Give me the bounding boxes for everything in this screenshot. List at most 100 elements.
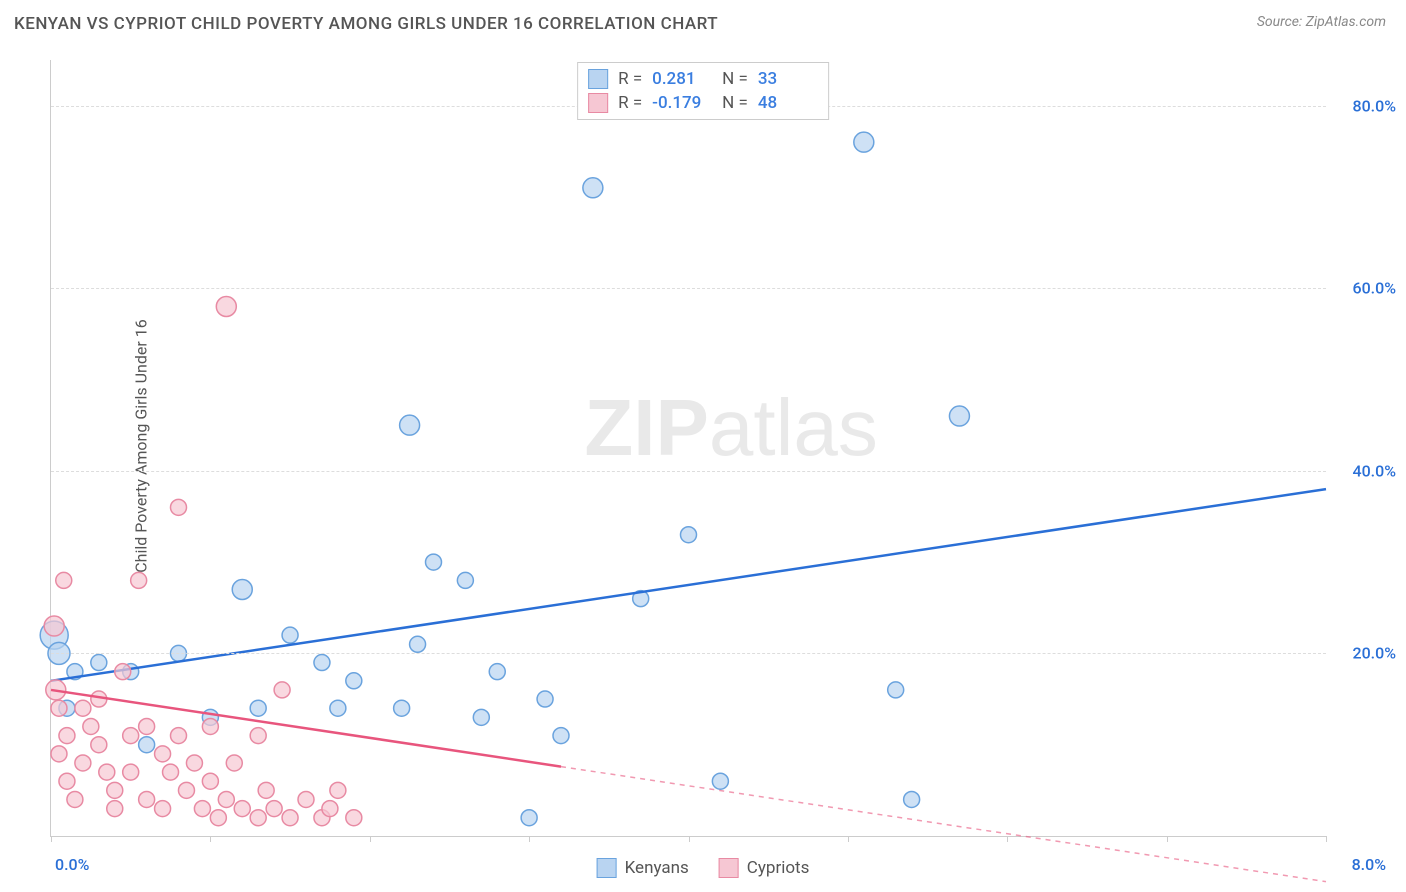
stat-r-label: R =: [618, 93, 642, 113]
stat-n-value: 48: [758, 93, 818, 113]
data-point: [346, 810, 362, 826]
data-point: [330, 782, 346, 798]
correlation-chart: KENYAN VS CYPRIOT CHILD POVERTY AMONG GI…: [0, 0, 1406, 892]
bottom-legend: Kenyans Cypriots: [597, 858, 810, 878]
data-point: [202, 718, 218, 734]
data-point: [258, 782, 274, 798]
data-point: [218, 791, 234, 807]
stat-r-value: 0.281: [652, 69, 712, 89]
x-axis-max-label: 8.0%: [1352, 855, 1386, 874]
data-point: [123, 764, 139, 780]
data-point: [91, 737, 107, 753]
data-point: [266, 801, 282, 817]
data-point: [59, 728, 75, 744]
data-point: [67, 791, 83, 807]
x-axis-min-label: 0.0%: [55, 855, 89, 874]
legend-label: Cypriots: [747, 858, 810, 878]
data-point: [298, 791, 314, 807]
data-point: [216, 296, 236, 316]
data-point: [553, 728, 569, 744]
data-point: [226, 755, 242, 771]
data-point: [489, 664, 505, 680]
stats-legend: R = 0.281 N = 33 R = -0.179 N = 48: [577, 62, 829, 120]
data-point: [314, 655, 330, 671]
data-point: [44, 616, 64, 636]
data-point: [949, 406, 969, 426]
data-point: [322, 801, 338, 817]
data-point: [232, 580, 252, 600]
stats-row: R = -0.179 N = 48: [588, 91, 818, 115]
data-point: [171, 728, 187, 744]
data-point: [75, 700, 91, 716]
data-point: [457, 572, 473, 588]
data-point: [282, 627, 298, 643]
data-point: [583, 178, 603, 198]
data-point: [107, 782, 123, 798]
source-attribution: Source: ZipAtlas.com: [1257, 14, 1386, 30]
data-point: [473, 709, 489, 725]
stats-row: R = 0.281 N = 33: [588, 67, 818, 91]
plot-svg: [51, 60, 1326, 836]
data-point: [75, 755, 91, 771]
stat-n-label: N =: [722, 93, 748, 113]
data-point: [210, 810, 226, 826]
data-point: [171, 499, 187, 515]
data-point: [521, 810, 537, 826]
data-point: [426, 554, 442, 570]
data-point: [330, 700, 346, 716]
data-point: [186, 755, 202, 771]
data-point: [139, 791, 155, 807]
data-point: [854, 132, 874, 152]
legend-swatch: [588, 93, 608, 113]
data-point: [178, 782, 194, 798]
data-point: [155, 801, 171, 817]
data-point: [274, 682, 290, 698]
data-point: [712, 773, 728, 789]
data-point: [194, 801, 210, 817]
data-point: [107, 801, 123, 817]
data-point: [234, 801, 250, 817]
stat-n-value: 33: [758, 69, 818, 89]
data-point: [400, 415, 420, 435]
data-point: [681, 527, 697, 543]
legend-swatch: [588, 69, 608, 89]
data-point: [250, 700, 266, 716]
legend-item: Cypriots: [719, 858, 810, 878]
data-point: [139, 718, 155, 734]
data-point: [394, 700, 410, 716]
data-point: [83, 718, 99, 734]
legend-label: Kenyans: [625, 858, 689, 878]
data-point: [59, 773, 75, 789]
stat-r-label: R =: [618, 69, 642, 89]
data-point: [56, 572, 72, 588]
data-point: [346, 673, 362, 689]
data-point: [115, 664, 131, 680]
data-point: [888, 682, 904, 698]
data-point: [131, 572, 147, 588]
data-point: [250, 810, 266, 826]
data-point: [202, 773, 218, 789]
plot-area: 20.0%40.0%60.0%80.0%: [50, 60, 1326, 837]
chart-title: KENYAN VS CYPRIOT CHILD POVERTY AMONG GI…: [14, 14, 718, 34]
data-point: [123, 728, 139, 744]
data-point: [163, 764, 179, 780]
data-point: [250, 728, 266, 744]
data-point: [410, 636, 426, 652]
stat-n-label: N =: [722, 69, 748, 89]
data-point: [51, 746, 67, 762]
data-point: [537, 691, 553, 707]
data-point: [282, 810, 298, 826]
data-point: [904, 791, 920, 807]
legend-swatch: [719, 858, 739, 878]
legend-swatch: [597, 858, 617, 878]
data-point: [51, 700, 67, 716]
y-tick-label: 40.0%: [1352, 461, 1396, 480]
stat-r-value: -0.179: [652, 93, 712, 113]
data-point: [99, 764, 115, 780]
data-point: [155, 746, 171, 762]
data-point: [139, 737, 155, 753]
legend-item: Kenyans: [597, 858, 689, 878]
y-tick-label: 60.0%: [1352, 279, 1396, 298]
data-point: [91, 655, 107, 671]
y-tick-label: 20.0%: [1352, 644, 1396, 663]
